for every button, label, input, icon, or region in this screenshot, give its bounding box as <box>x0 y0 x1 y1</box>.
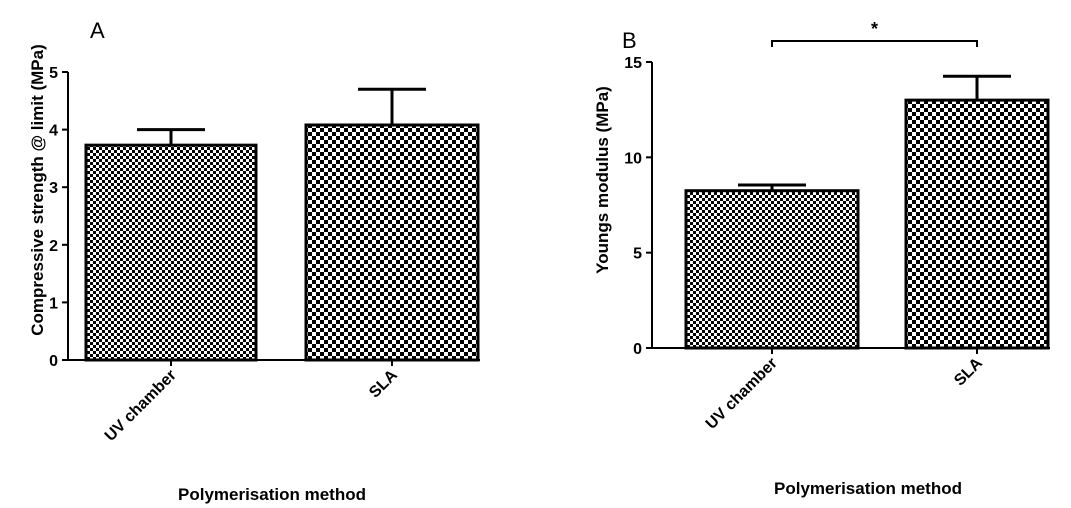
panel-a-x-tick-label: UV chamber <box>102 367 180 445</box>
panel-a-letter: A <box>90 18 105 43</box>
panel-a-x-tick-label: SLA <box>366 366 401 401</box>
panel-b-bar-sla <box>904 98 1050 350</box>
panel-b-bar-uv-chamber <box>684 189 860 350</box>
panel-b-x-tick-label: SLA <box>951 354 986 389</box>
panel-a-bar-uv-chamber <box>84 143 258 362</box>
panel-a-y-tick-label: 0 <box>49 353 58 370</box>
panel-b-y-tick-label: 10 <box>624 150 642 167</box>
panel-a-chart: A Compressive strength @ limit (MPa) Pol… <box>28 18 480 504</box>
panel-a-bar-sla <box>304 123 480 362</box>
panel-b-significance-label: * <box>871 19 878 39</box>
panel-a-y-tick-label: 5 <box>49 65 58 82</box>
panel-b-y-axis-title: Youngs modulus (MPa) <box>593 86 612 274</box>
panel-a-y-tick-label: 4 <box>49 123 58 140</box>
panel-b-plot-area: 0 5 10 15 UV chamber SLA * <box>624 19 1050 433</box>
panel-b-y-tick-label: 5 <box>633 246 642 263</box>
panel-a-y-axis-title: Compressive strength @ limit (MPa) <box>28 44 47 335</box>
panel-a-y-tick-label: 2 <box>49 238 58 255</box>
panel-b-y-tick-label: 0 <box>633 341 642 358</box>
panel-b-y-tick-label: 15 <box>624 55 642 72</box>
panel-a-y-tick-label: 3 <box>49 180 58 197</box>
panel-a-plot-area: 0 1 2 3 4 5 UV chamber SLA <box>49 65 480 445</box>
panel-b-letter: B <box>622 28 637 53</box>
panel-b-significance-bracket <box>771 40 978 47</box>
panel-b-chart: B Youngs modulus (MPa) Polymerisation me… <box>593 19 1050 498</box>
panel-a-x-axis-title: Polymerisation method <box>178 485 366 504</box>
panel-b-x-tick-label: UV chamber <box>703 355 781 433</box>
panel-b-x-axis-title: Polymerisation method <box>774 479 962 498</box>
panel-a-y-tick-label: 1 <box>49 295 58 312</box>
